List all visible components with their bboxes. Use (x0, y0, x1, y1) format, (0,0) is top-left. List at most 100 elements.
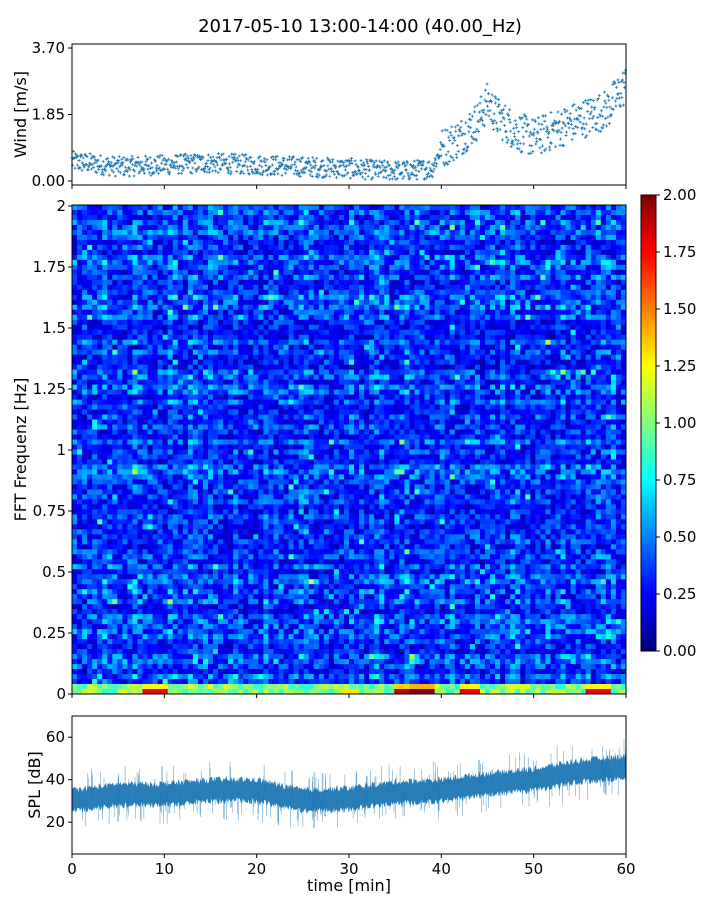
spectrogram-cell (424, 299, 430, 306)
spectrogram-cell (318, 359, 325, 366)
wind-point (546, 132, 550, 136)
spectrogram-cell (192, 229, 199, 236)
spectrogram-cell (152, 344, 159, 351)
spectrogram-cell (495, 299, 501, 306)
spectrogram-cell (87, 205, 93, 211)
spectrogram-cell (535, 205, 541, 211)
spectrogram-cell (605, 259, 612, 266)
spectrogram-cell (560, 309, 566, 316)
spectrogram-cell (72, 374, 78, 381)
spectrogram-cell (354, 309, 360, 316)
spectrogram-cell (248, 284, 254, 291)
spectrogram-cell (92, 249, 98, 256)
spectrogram-cell (338, 339, 345, 346)
spectrogram-cell (177, 359, 184, 366)
spectrogram-cell (515, 234, 521, 241)
spectrogram-cell (338, 234, 345, 241)
spectrogram-cell (328, 349, 335, 356)
spectrogram-cell (429, 244, 436, 251)
spectrogram-cell (92, 219, 98, 226)
spectrogram-cell (369, 339, 375, 346)
wind-point (437, 156, 441, 160)
spectrogram-cell (394, 314, 400, 321)
wind-point (220, 153, 224, 157)
spectrogram-cell (469, 234, 476, 241)
spectrogram-cell (338, 349, 345, 356)
spectrogram-cell (570, 284, 577, 291)
wind-point (282, 159, 286, 163)
wind-point (193, 161, 197, 165)
spectrogram-cell (585, 259, 592, 266)
spectrogram-cell (565, 294, 571, 301)
spectrogram-cell (404, 279, 410, 286)
spectrogram-cell (112, 324, 118, 331)
spectrogram-cell (172, 349, 179, 356)
spectrogram-cell (590, 259, 597, 266)
spectrogram-cell (313, 254, 320, 261)
figure-title: 2017-05-10 13:00-14:00 (40.00_Hz) (198, 16, 522, 37)
spectrogram-cell (610, 364, 617, 371)
spectrogram-cell (409, 249, 415, 256)
spectrogram-cell (182, 299, 189, 306)
wind-point (184, 163, 188, 167)
spectrogram-cell (565, 299, 571, 306)
spectrogram-cell (540, 249, 546, 256)
spectrogram-cell (97, 205, 103, 211)
spectrogram-cell (147, 284, 153, 291)
wind-point (297, 158, 301, 162)
spectrogram-cell (238, 229, 244, 236)
spectrogram-cell (278, 339, 284, 346)
spectrogram-cell (565, 229, 571, 236)
wind-point (255, 169, 259, 173)
spectrogram-cell (354, 334, 360, 341)
spectrogram-cell (283, 249, 289, 256)
spectrogram-cell (610, 209, 617, 216)
spectrogram-cell (318, 209, 325, 216)
spectrogram-cell (323, 314, 330, 321)
spectrogram-cell (268, 374, 274, 381)
spectrogram-cell (253, 259, 259, 266)
wind-point (620, 96, 624, 100)
spectrogram-cell (338, 239, 345, 246)
spectrogram-cell (399, 299, 405, 306)
wind-point (216, 171, 220, 175)
spectrogram-cell (384, 205, 390, 211)
spectrogram-cell (197, 274, 204, 281)
spectrogram-cell (505, 359, 511, 366)
spectrogram-cell (233, 309, 239, 316)
spectrogram-cell (364, 349, 370, 356)
spectrogram-cell (469, 249, 476, 256)
spectrogram-cell (278, 205, 284, 211)
spectrogram-cell (565, 224, 571, 231)
spectrogram-cell (540, 324, 546, 331)
wind-point (365, 160, 369, 164)
spectrogram-cell (500, 209, 506, 216)
wind-point (293, 160, 297, 164)
wind-point (560, 112, 564, 116)
spectrogram-cell (349, 289, 355, 296)
spectrogram-cell (213, 254, 219, 261)
spectrogram-cell (328, 289, 335, 296)
wind-point (211, 169, 215, 173)
spectrogram-cell (122, 229, 128, 236)
spectrogram-cell (595, 239, 602, 246)
spectrogram-cell (323, 294, 330, 301)
spectrogram-cell (540, 349, 546, 356)
spectrogram-cell (520, 319, 526, 326)
spectrogram-cell (162, 264, 169, 271)
spectrogram-cell (540, 344, 546, 351)
spectrogram-cell (182, 374, 189, 381)
spectrogram-cell (434, 284, 441, 291)
spectrogram-cell (293, 254, 300, 261)
spectrogram-cell (253, 319, 259, 326)
spectrogram-cell (258, 374, 264, 381)
spectrogram-cell (449, 289, 456, 296)
spectrogram-cell (515, 244, 521, 251)
spectrogram-cell (157, 299, 164, 306)
spectrogram-cell (615, 219, 622, 226)
spectrogram-cell (177, 349, 184, 356)
spectrogram-cell (605, 299, 612, 306)
spectrogram-cell (469, 359, 476, 366)
spectrogram-cell (409, 259, 415, 266)
spectrogram-cell (570, 209, 577, 216)
